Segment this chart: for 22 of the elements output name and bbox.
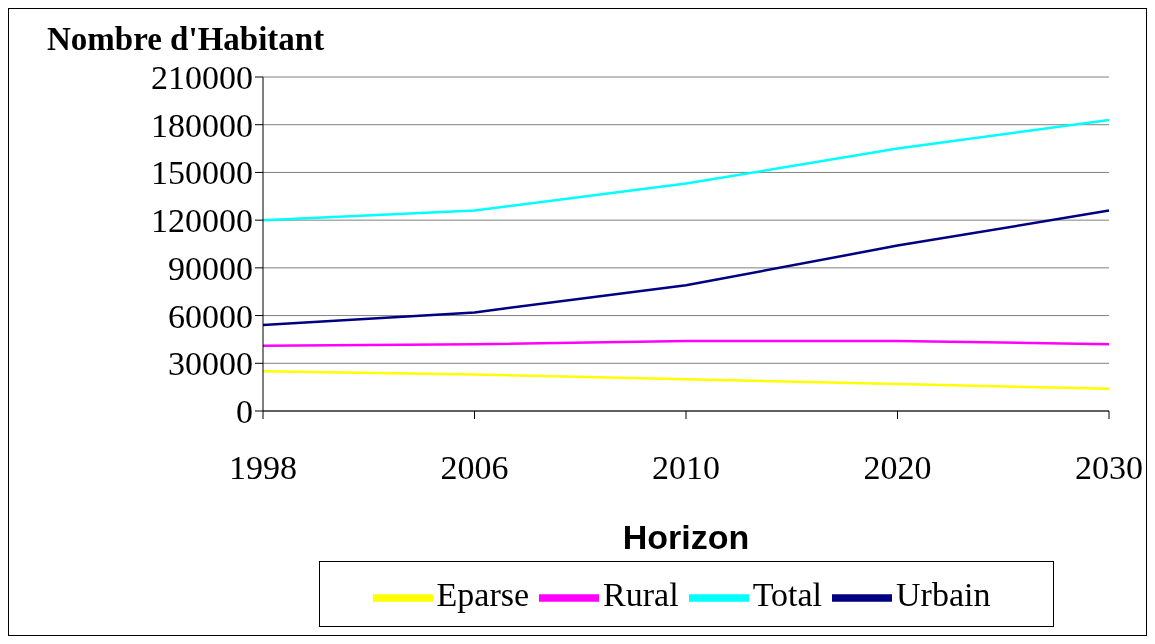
y-tick-label: 60000 [168,297,253,335]
y-tick-label: 90000 [168,249,253,287]
line-series [261,209,1111,327]
x-tick-label: 1998 [229,449,297,487]
x-tick-label: 2006 [440,449,509,487]
y-tick-label: 30000 [168,345,253,383]
y-axis-title: Nombre d'Habitant [47,21,325,58]
legend-label: Total [752,575,823,613]
x-tick-label: 2010 [652,449,720,487]
x-tick-label: 2020 [863,449,932,487]
legend-label: Rural [603,575,679,613]
y-tick-label: 150000 [151,154,253,192]
legend-label: Urbain [896,575,991,613]
x-axis-title: Horizon [622,518,750,556]
y-tick-label: 180000 [151,106,253,144]
line-series [261,118,1111,222]
y-tick-label: 120000 [151,202,253,240]
legend-label: Eparse [436,575,530,613]
y-tick-label: 0 [236,393,253,431]
line-series [261,369,1111,390]
x-tick-label: 2030 [1075,449,1143,487]
y-tick-label: 210000 [151,59,253,97]
